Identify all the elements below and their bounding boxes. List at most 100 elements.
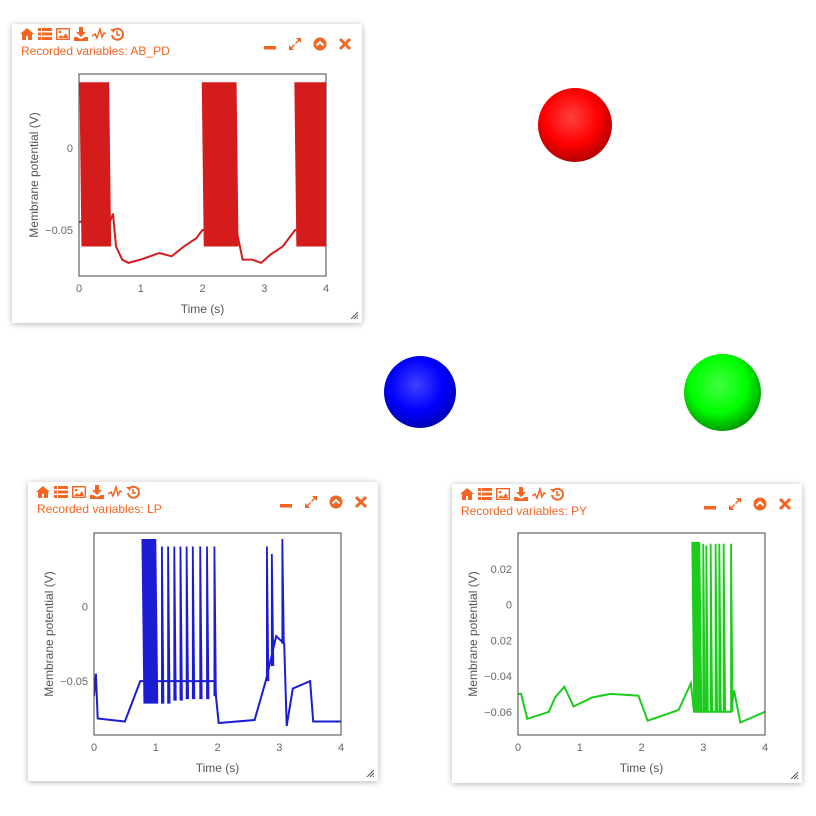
x-tick-label: 4 [323, 283, 329, 295]
panel-title: Recorded variables: LP [37, 502, 162, 516]
y-tick-label: 0 [67, 143, 73, 155]
trace-line [518, 679, 765, 724]
membrane-potential-chart: 0 1 2 3 4 0.02 0 0.02 −0.04 −0.06 Time (s) Membrane… [466, 532, 768, 775]
lp-plot-widget: Recorded variables: LP 0 1 2 3 4 0 −0.05 Time (s… [28, 482, 378, 781]
y-axis-label: Membrane potential (V) [27, 112, 41, 237]
membrane-potential-chart: 0 1 2 3 4 0 −0.05 Time (s) Membrane potential (V… [42, 532, 344, 775]
collapse-icon[interactable] [329, 495, 343, 509]
x-tick-label: 0 [76, 283, 82, 295]
minimize-icon[interactable] [279, 495, 293, 509]
spike [705, 545, 709, 712]
ab-pd-neuron-sphere[interactable] [538, 88, 612, 162]
x-tick-label: 2 [638, 742, 644, 754]
y-axis-label: Membrane potential (V) [466, 571, 480, 696]
wave-icon[interactable] [532, 487, 546, 501]
plot-toolbar [20, 27, 124, 41]
membrane-potential-chart: 0 1 2 3 4 0 −0.05 Time (s) Membrane potential (V… [27, 73, 329, 316]
home-icon[interactable] [20, 27, 34, 41]
wave-icon[interactable] [108, 485, 122, 499]
history-icon[interactable] [126, 485, 140, 499]
plot-toolbar [460, 487, 564, 501]
x-tick-label: 3 [700, 742, 706, 754]
spike [281, 538, 285, 644]
spike [167, 546, 171, 704]
y-tick-label: −0.06 [484, 707, 512, 719]
x-axis-label: Time (s) [196, 761, 240, 775]
x-tick-label: 4 [338, 742, 344, 754]
maximize-icon[interactable] [304, 495, 318, 509]
history-icon[interactable] [550, 487, 564, 501]
panel-title: Recorded variables: AB_PD [21, 44, 170, 58]
x-tick-label: 1 [153, 742, 159, 754]
window-controls [279, 495, 368, 509]
spike [718, 543, 722, 712]
lp-neuron-sphere[interactable] [384, 356, 456, 428]
x-axis-label: Time (s) [620, 761, 664, 775]
x-tick-label: 3 [276, 742, 282, 754]
y-tick-label: −0.05 [45, 225, 73, 237]
minimize-icon[interactable] [263, 37, 277, 51]
x-tick-label: 3 [261, 283, 267, 295]
burst-spikes [79, 82, 112, 247]
spike [702, 543, 706, 712]
maximize-icon[interactable] [728, 497, 742, 511]
download-icon[interactable] [74, 27, 88, 41]
spike [730, 543, 734, 712]
download-icon[interactable] [90, 485, 104, 499]
list-icon[interactable] [54, 485, 68, 499]
minimize-icon[interactable] [703, 497, 717, 511]
spike [709, 543, 714, 712]
close-icon[interactable] [338, 37, 352, 51]
collapse-icon[interactable] [753, 497, 767, 511]
download-icon[interactable] [514, 487, 528, 501]
spike [722, 543, 727, 712]
plot-frame [78, 73, 327, 277]
plot-frame [93, 532, 342, 736]
trace-line [94, 634, 341, 727]
collapse-icon[interactable] [313, 37, 327, 51]
home-icon[interactable] [36, 485, 50, 499]
image-icon[interactable] [72, 485, 86, 499]
trace-line [79, 213, 326, 265]
wave-icon[interactable] [92, 27, 106, 41]
y-tick-label: 0.02 [491, 635, 512, 647]
list-icon[interactable] [38, 27, 52, 41]
spike [191, 546, 196, 700]
y-tick-label: −0.04 [484, 671, 512, 683]
home-icon[interactable] [460, 487, 474, 501]
resize-handle-icon[interactable] [350, 311, 358, 319]
window-controls [703, 497, 792, 511]
spike [161, 546, 165, 704]
list-icon[interactable] [478, 487, 492, 501]
py-neuron-sphere[interactable] [684, 354, 761, 431]
spike [714, 543, 718, 712]
y-tick-label: 0 [506, 600, 512, 612]
close-icon[interactable] [354, 495, 368, 509]
y-tick-label: −0.05 [60, 676, 88, 688]
ab-pd-plot-widget: Recorded variables: AB_PD 0 1 2 3 4 0 −0.05 Time… [12, 24, 362, 323]
x-tick-label: 2 [199, 283, 205, 295]
burst-spikes [141, 538, 159, 704]
image-icon[interactable] [496, 487, 510, 501]
panel-title: Recorded variables: PY [461, 504, 588, 518]
x-tick-label: 0 [91, 742, 97, 754]
burst-spikes [294, 82, 326, 247]
spike [199, 546, 203, 700]
x-tick-label: 1 [577, 742, 583, 754]
spike [213, 546, 217, 697]
window-controls [263, 37, 352, 51]
spike [270, 553, 275, 667]
x-tick-label: 2 [214, 742, 220, 754]
py-plot-widget: Recorded variables: PY 0 1 2 3 4 0.02 0 0.02 −0.0… [452, 484, 802, 783]
spike [179, 546, 183, 701]
plot-area [94, 538, 341, 727]
spike [173, 546, 177, 701]
resize-handle-icon[interactable] [366, 769, 374, 777]
maximize-icon[interactable] [288, 37, 302, 51]
history-icon[interactable] [110, 27, 124, 41]
resize-handle-icon[interactable] [790, 771, 798, 779]
y-tick-label: 0.02 [491, 564, 512, 576]
close-icon[interactable] [778, 497, 792, 511]
plot-area [79, 82, 326, 265]
image-icon[interactable] [56, 27, 70, 41]
